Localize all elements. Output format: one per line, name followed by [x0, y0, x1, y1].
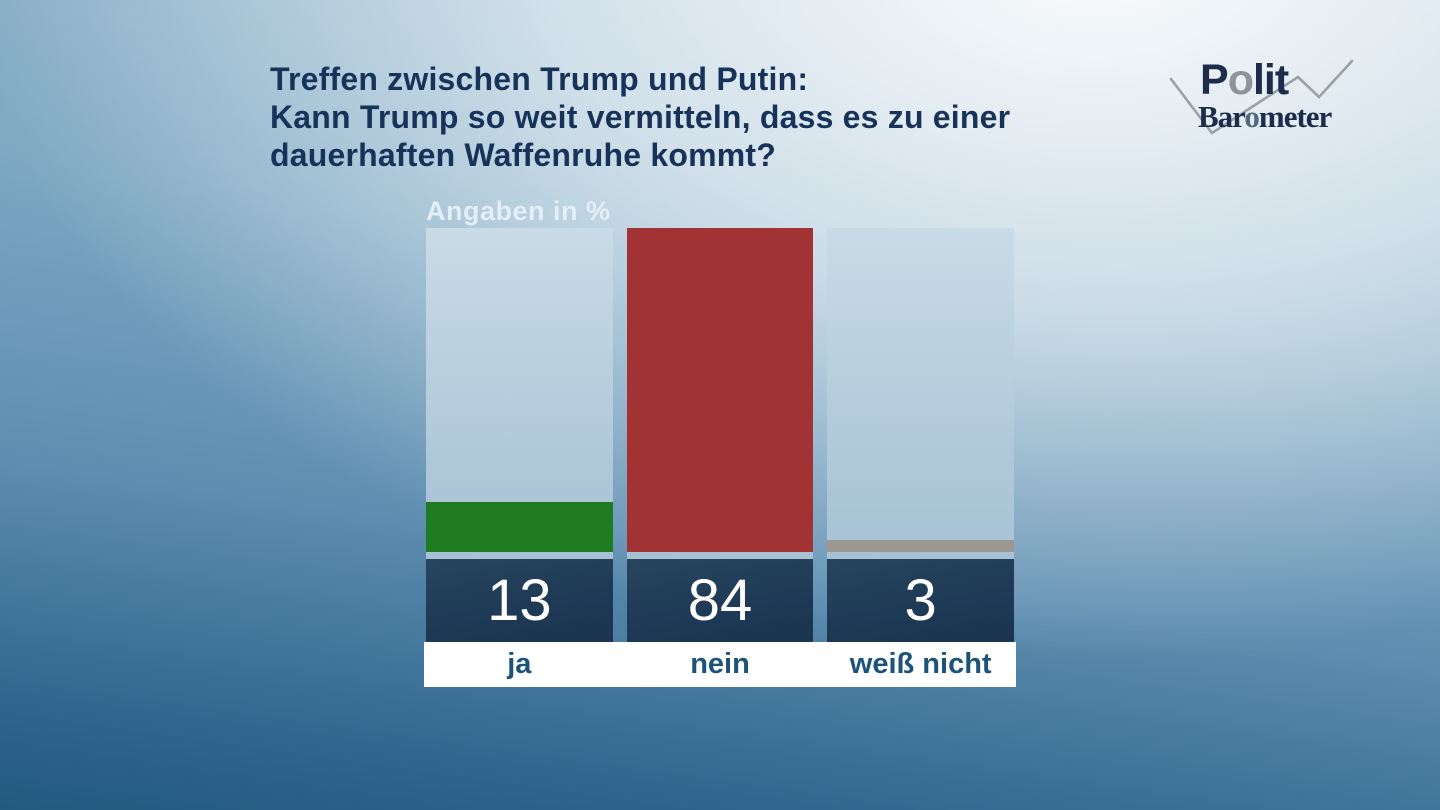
logo-baro-meter: meter [1258, 99, 1332, 134]
value-weiss-nicht: 3 [904, 568, 937, 633]
value-box-weiss-nicht: 3 [827, 559, 1015, 642]
bar-area [426, 228, 1015, 559]
category-label-weiss-nicht: weiß nicht [849, 648, 992, 680]
title-line-1: Treffen zwischen Trump und Putin: [270, 61, 809, 97]
category-label-nein: nein [690, 648, 750, 680]
title-line-3: dauerhaften Waffenruhe kommt? [270, 137, 776, 173]
category-band: ja nein weiß nicht [424, 642, 1016, 687]
poll-bar-chart: Angaben in % 13 84 3 ja nein weiß nicht [424, 196, 1016, 687]
bar-fill-weiss-nicht [827, 540, 1015, 552]
value-ja: 13 [487, 568, 552, 633]
category-label-ja: ja [507, 648, 532, 680]
bar-track-ja [426, 228, 613, 559]
page-title: Treffen zwischen Trump und Putin: Kann T… [270, 60, 1170, 174]
title-line-2: Kann Trump so weit vermitteln, dass es z… [270, 99, 1011, 135]
bar-fill-nein [626, 228, 814, 552]
value-box-nein: 84 [626, 559, 814, 642]
logo-polit-p: P [1200, 56, 1229, 104]
bar-track-nein [626, 228, 814, 559]
chart-unit-label: Angaben in % [426, 196, 611, 226]
logo-polit-lit: lit [1252, 56, 1289, 104]
bar-fill-ja [426, 502, 613, 552]
bar-track-weiss-nicht [827, 228, 1015, 559]
politbarometer-logo: Polit Barometer [1160, 45, 1365, 140]
value-nein: 84 [687, 568, 753, 633]
logo-text-barometer: Barometer [1198, 99, 1332, 134]
logo-baro-o: o [1244, 99, 1259, 134]
logo-baro-bar: Bar [1198, 99, 1245, 134]
value-box-ja: 13 [426, 559, 613, 642]
logo-text-polit: Polit [1200, 56, 1289, 104]
logo-polit-o: o [1227, 56, 1254, 104]
value-band: 13 84 3 [426, 559, 1015, 642]
logo-zigzag-line [1169, 59, 1354, 135]
